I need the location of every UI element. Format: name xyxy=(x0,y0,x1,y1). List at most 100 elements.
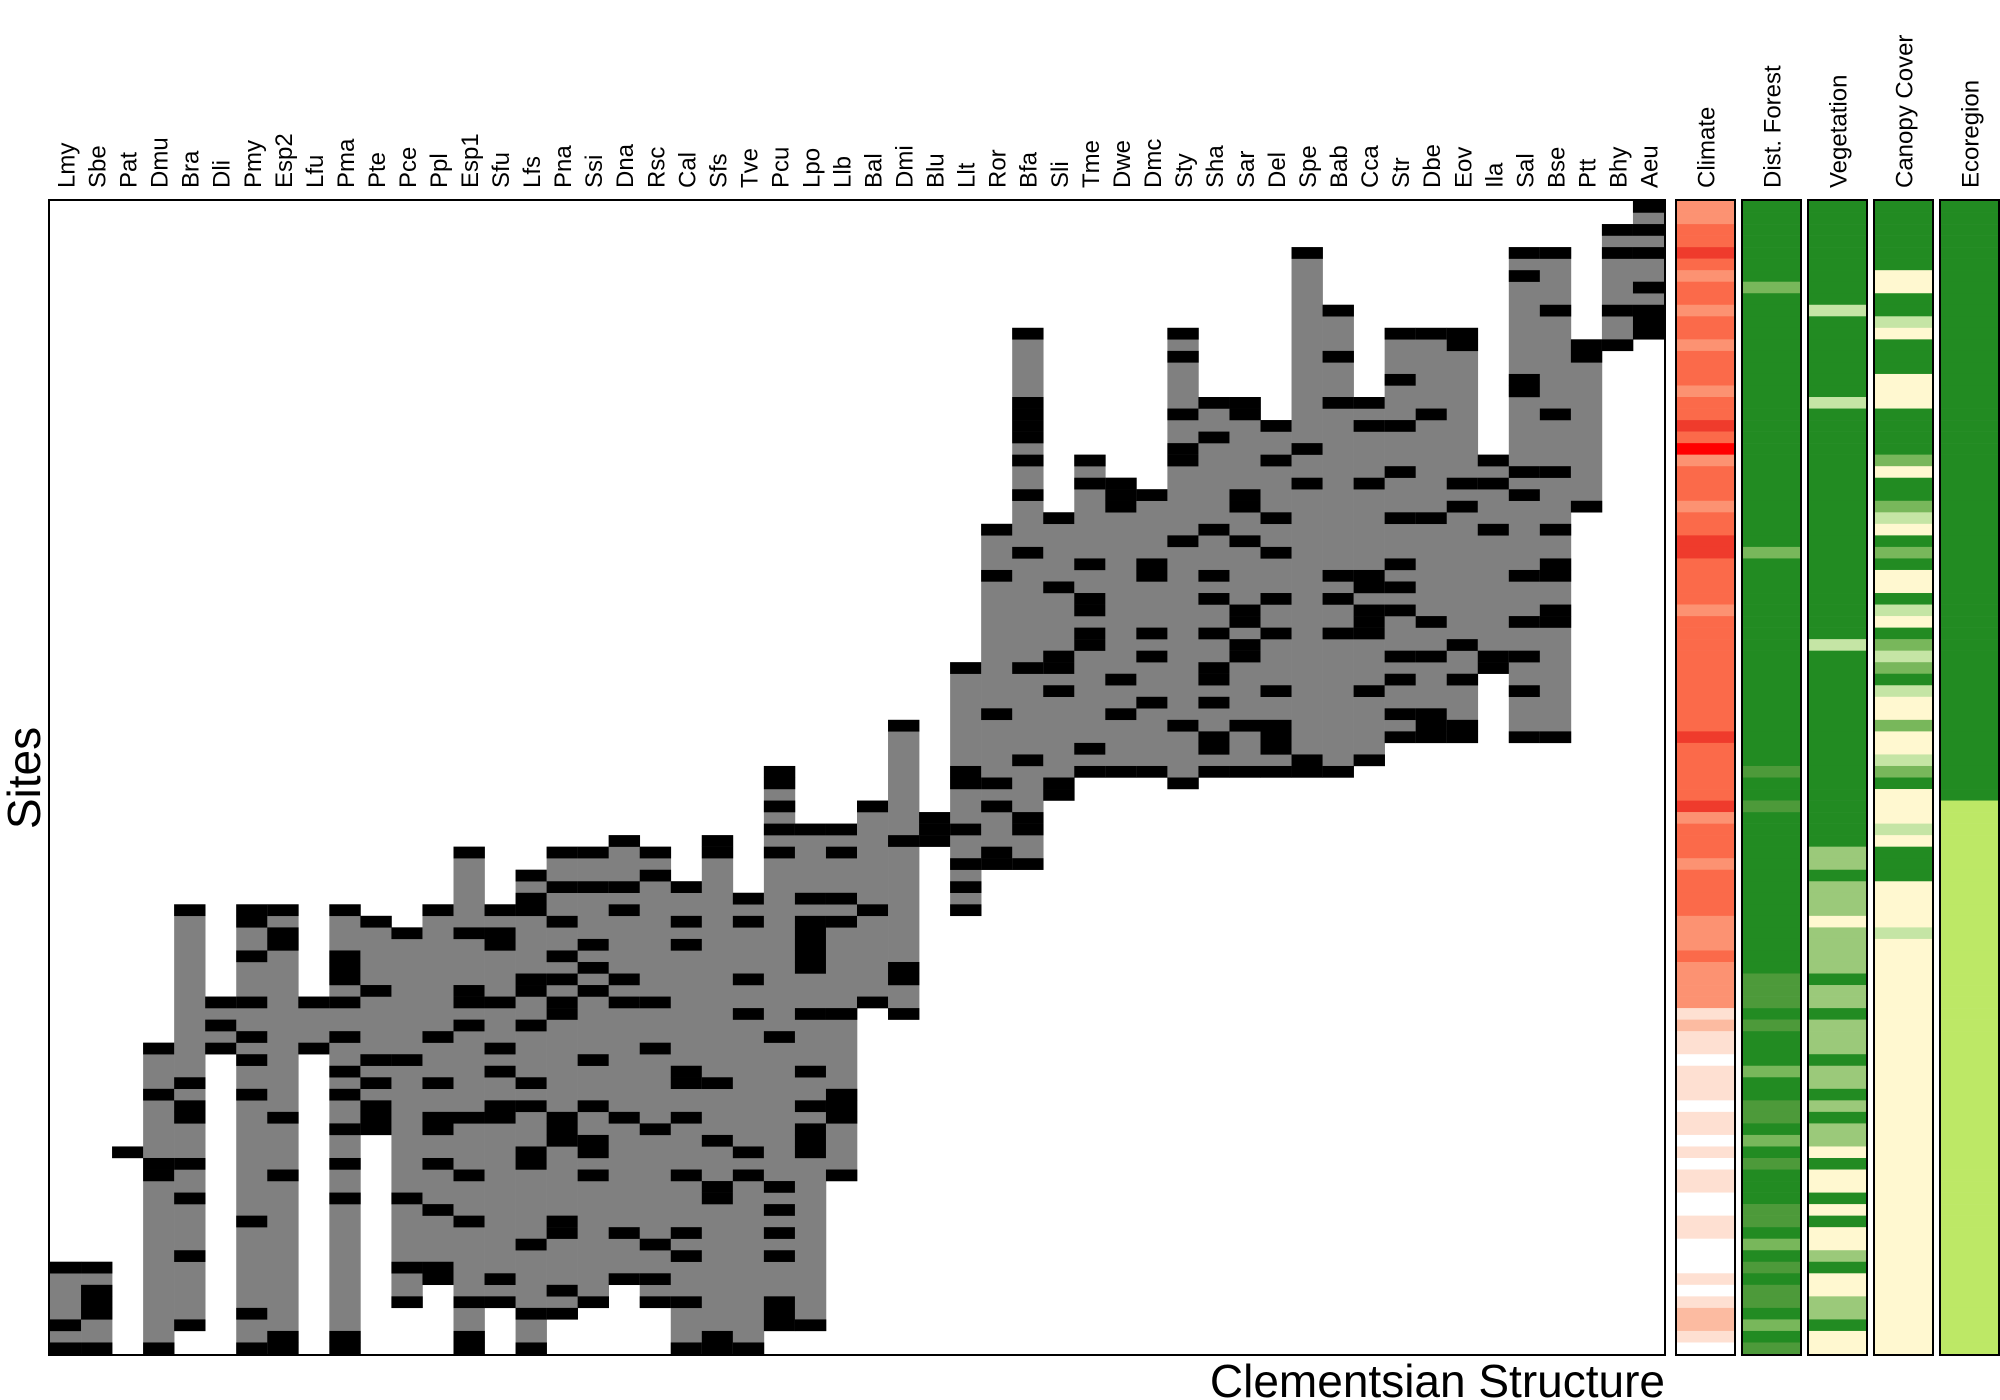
boundary-cell xyxy=(174,1100,206,1113)
species-range-sty xyxy=(1167,327,1199,790)
side-bar-cell xyxy=(1809,489,1866,502)
boundary-cell xyxy=(1260,593,1292,605)
side-bar-cell xyxy=(1941,1042,1998,1055)
boundary-cell xyxy=(825,1088,858,1101)
side-bar-cell xyxy=(1677,489,1734,502)
side-bar-cell xyxy=(1809,373,1866,386)
side-bar-cell xyxy=(1809,823,1866,836)
side-bar-cell xyxy=(1875,373,1932,386)
side-bar-cell xyxy=(1677,1181,1734,1193)
side-bar-cell xyxy=(1875,673,1932,686)
boundary-cell xyxy=(1508,685,1541,697)
boundary-cell xyxy=(50,1261,82,1274)
species-label-dmi: Dmi xyxy=(892,145,919,188)
side-bar-cell xyxy=(1875,489,1932,502)
boundary-cell xyxy=(670,881,703,893)
side-bar-cell xyxy=(1941,1250,1998,1263)
side-bar-cell xyxy=(1941,812,1998,824)
side-bar-cell xyxy=(1809,293,1866,306)
side-bar-cell xyxy=(1875,201,1932,213)
species-label-sfu: Sfu xyxy=(488,152,515,188)
side-bar-cell xyxy=(1677,477,1734,490)
side-bar-cell xyxy=(1875,523,1932,536)
side-bar-cell xyxy=(1875,1123,1932,1136)
boundary-cell xyxy=(639,1296,672,1309)
side-bar-cell xyxy=(1809,385,1866,398)
boundary-cell xyxy=(1384,420,1416,432)
boundary-cell xyxy=(329,1157,361,1170)
side-bar-cell xyxy=(1677,1342,1734,1355)
side-bar-cell xyxy=(1809,443,1866,455)
species-label-sar: Sar xyxy=(1233,151,1260,188)
boundary-cell xyxy=(1136,650,1168,663)
boundary-cell xyxy=(1229,719,1261,732)
boundary-cell xyxy=(670,1296,703,1309)
boundary-cell xyxy=(1043,512,1075,525)
species-label-sfs: Sfs xyxy=(705,153,732,188)
boundary-cell xyxy=(81,1342,113,1355)
boundary-cell xyxy=(329,1192,361,1205)
side-bar-cell xyxy=(1875,869,1932,882)
species-label-lpo: Lpo xyxy=(798,148,825,188)
side-bar-cell xyxy=(1875,235,1932,248)
species-range-lmy xyxy=(50,1261,82,1354)
side-bar-cell xyxy=(1743,558,1800,571)
side-bar-cell xyxy=(1941,973,1998,986)
boundary-cell xyxy=(919,812,951,824)
boundary-cell xyxy=(1043,685,1075,697)
side-bar-cell xyxy=(1743,443,1800,455)
side-bar-cell xyxy=(1941,385,1998,398)
boundary-cell xyxy=(174,1111,206,1124)
side-bar-cell xyxy=(1941,1157,1998,1170)
boundary-cell xyxy=(1136,558,1168,571)
side-bar-cell xyxy=(1875,1077,1932,1090)
side-bar-cell xyxy=(1743,281,1800,294)
side-bar-cell xyxy=(1743,1192,1800,1205)
species-label-dna: Dna xyxy=(612,143,639,188)
side-bar-cell xyxy=(1941,1319,1998,1332)
side-bar-cell xyxy=(1875,1181,1932,1193)
boundary-cell xyxy=(236,1054,268,1066)
boundary-cell xyxy=(546,1227,578,1239)
boundary-cell xyxy=(639,1238,672,1251)
side-bar-cell xyxy=(1941,1100,1998,1113)
side-bar-cell xyxy=(1809,1342,1866,1355)
boundary-cell xyxy=(391,1296,423,1309)
side-bar-cell xyxy=(1809,512,1866,525)
boundary-cell xyxy=(888,835,920,847)
side-bar-cell xyxy=(1743,673,1800,686)
boundary-cell xyxy=(1260,742,1292,755)
side-bar-cell xyxy=(1875,443,1932,455)
boundary-cell xyxy=(1415,731,1448,744)
side-bar-cell xyxy=(1875,1342,1932,1355)
side-bar-cell xyxy=(1809,397,1866,409)
side-bar-cell xyxy=(1809,1181,1866,1193)
side-bar-cell xyxy=(1677,812,1734,824)
boundary-cell xyxy=(1539,408,1572,421)
side-bar-cell xyxy=(1875,408,1932,421)
species-range-llb xyxy=(825,823,858,1182)
side-bar-frame xyxy=(1675,199,1736,1356)
boundary-cell xyxy=(950,904,982,917)
boundary-cell xyxy=(981,800,1013,813)
side-bar-cell xyxy=(1677,1284,1734,1297)
side-bar-cell xyxy=(1941,1169,1998,1182)
boundary-cell xyxy=(670,938,703,951)
boundary-cell xyxy=(546,1307,578,1320)
species-range-pte xyxy=(360,915,392,1135)
boundary-cell xyxy=(1260,685,1292,697)
side-bar-cell xyxy=(1809,1192,1866,1205)
boundary-cell xyxy=(950,662,982,674)
side-bar-cell xyxy=(1743,777,1800,790)
boundary-cell xyxy=(1539,604,1572,617)
side-bar-cell xyxy=(1941,1111,1998,1124)
side-bar-cell xyxy=(1875,604,1932,617)
side-bar-cell xyxy=(1677,938,1734,951)
side-bar-cell xyxy=(1743,569,1800,582)
side-bar-cell xyxy=(1743,1342,1800,1355)
side-bar-cell xyxy=(1809,1204,1866,1216)
side-bar-cell xyxy=(1875,685,1932,698)
side-bar-cell xyxy=(1809,604,1866,617)
side-bar-cell xyxy=(1875,858,1932,871)
